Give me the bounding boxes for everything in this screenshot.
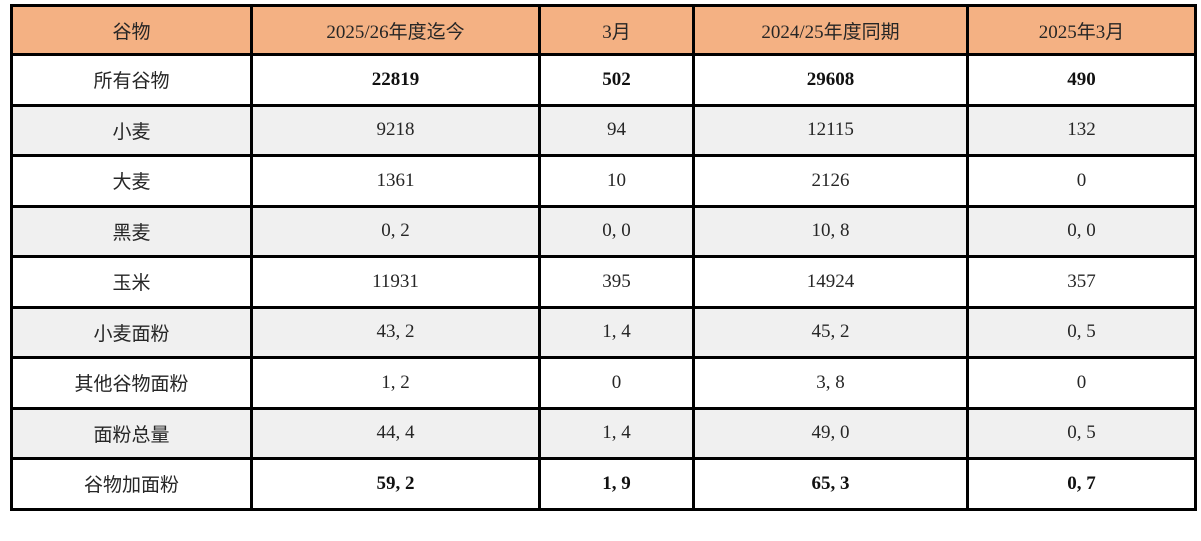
value-cell: 0, 0 <box>538 204 695 258</box>
table-row: 谷物加面粉 59, 2 1, 9 65, 3 0, 7 <box>10 457 1197 511</box>
value-cell: 14924 <box>692 255 969 309</box>
value-cell: 1, 4 <box>538 406 695 460</box>
value-cell: 10, 8 <box>692 204 969 258</box>
row-label: 玉米 <box>10 255 253 309</box>
value-cell: 12115 <box>692 103 969 157</box>
value-cell: 0 <box>966 356 1197 410</box>
row-label: 黑麦 <box>10 204 253 258</box>
column-header-march: 3月 <box>538 4 695 56</box>
value-cell: 0, 0 <box>966 204 1197 258</box>
row-label: 大麦 <box>10 154 253 208</box>
table-row: 小麦 9218 94 12115 132 <box>10 103 1197 157</box>
table-row: 所有谷物 22819 502 29608 490 <box>10 53 1197 107</box>
value-cell: 0, 5 <box>966 305 1197 359</box>
value-cell: 490 <box>966 53 1197 107</box>
column-header-same-period-2024-25: 2024/25年度同期 <box>692 4 969 56</box>
row-label: 面粉总量 <box>10 406 253 460</box>
value-cell: 395 <box>538 255 695 309</box>
table-row: 黑麦 0, 2 0, 0 10, 8 0, 0 <box>10 204 1197 258</box>
column-header-ytd-2025-26: 2025/26年度迄今 <box>250 4 541 56</box>
value-cell: 59, 2 <box>250 457 541 511</box>
value-cell: 132 <box>966 103 1197 157</box>
value-cell: 502 <box>538 53 695 107</box>
row-label: 所有谷物 <box>10 53 253 107</box>
row-label: 其他谷物面粉 <box>10 356 253 410</box>
value-cell: 0, 2 <box>250 204 541 258</box>
row-label: 谷物加面粉 <box>10 457 253 511</box>
value-cell: 29608 <box>692 53 969 107</box>
table-row: 大麦 1361 10 2126 0 <box>10 154 1197 208</box>
value-cell: 0 <box>538 356 695 410</box>
header-row: 谷物 2025/26年度迄今 3月 2024/25年度同期 2025年3月 <box>10 4 1197 56</box>
value-cell: 9218 <box>250 103 541 157</box>
value-cell: 11931 <box>250 255 541 309</box>
value-cell: 43, 2 <box>250 305 541 359</box>
value-cell: 357 <box>966 255 1197 309</box>
value-cell: 1, 4 <box>538 305 695 359</box>
column-header-march-2025: 2025年3月 <box>966 4 1197 56</box>
row-label: 小麦 <box>10 103 253 157</box>
value-cell: 65, 3 <box>692 457 969 511</box>
grain-statistics-table: 谷物 2025/26年度迄今 3月 2024/25年度同期 2025年3月 所有… <box>10 4 1197 511</box>
table-row: 面粉总量 44, 4 1, 4 49, 0 0, 5 <box>10 406 1197 460</box>
row-label: 小麦面粉 <box>10 305 253 359</box>
table-row: 小麦面粉 43, 2 1, 4 45, 2 0, 5 <box>10 305 1197 359</box>
value-cell: 1361 <box>250 154 541 208</box>
value-cell: 0, 5 <box>966 406 1197 460</box>
value-cell: 44, 4 <box>250 406 541 460</box>
value-cell: 45, 2 <box>692 305 969 359</box>
value-cell: 10 <box>538 154 695 208</box>
value-cell: 2126 <box>692 154 969 208</box>
column-header-grain: 谷物 <box>10 4 253 56</box>
value-cell: 0 <box>966 154 1197 208</box>
value-cell: 3, 8 <box>692 356 969 410</box>
table-row: 玉米 11931 395 14924 357 <box>10 255 1197 309</box>
value-cell: 49, 0 <box>692 406 969 460</box>
value-cell: 1, 9 <box>538 457 695 511</box>
value-cell: 22819 <box>250 53 541 107</box>
value-cell: 0, 7 <box>966 457 1197 511</box>
value-cell: 1, 2 <box>250 356 541 410</box>
value-cell: 94 <box>538 103 695 157</box>
